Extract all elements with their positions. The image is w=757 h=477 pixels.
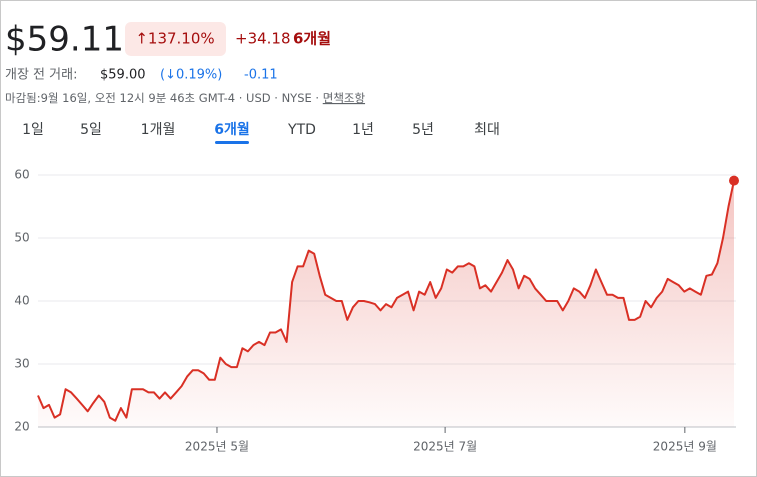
tab[interactable]: 1년 — [352, 122, 374, 138]
y-tick-label: 20 — [14, 420, 29, 434]
premarket-abs: -0.11 — [244, 68, 278, 83]
change-abs: +34.18 — [235, 30, 291, 48]
y-tick-label: 30 — [14, 357, 29, 371]
tabs: 1일 5일 1개월 6개월 YTD 1년 5년 최대 — [22, 121, 500, 144]
tab[interactable]: 6개월 — [214, 121, 250, 138]
x-tick-label: 2025년 9월 — [653, 440, 717, 454]
premarket-label: 개장 전 거래: — [5, 68, 77, 83]
tab[interactable]: 5일 — [80, 122, 102, 138]
tab[interactable]: 1개월 — [141, 122, 176, 138]
change-badge-bg — [125, 22, 226, 56]
tab-underline — [215, 141, 249, 144]
price-line — [37, 180, 735, 422]
disclaimer-link[interactable]: 면책조항 — [323, 91, 366, 105]
x-tick-label: 2025년 5월 — [185, 440, 249, 454]
tab[interactable]: YTD — [287, 122, 316, 138]
y-tick-label: 60 — [14, 168, 29, 182]
area — [38, 180, 734, 427]
change-period: 6개월 — [293, 30, 331, 48]
tab[interactable]: 1일 — [22, 122, 44, 138]
price: $59.11 — [5, 20, 124, 60]
change-badge: ↑137.10% — [135, 30, 214, 48]
premarket-price: $59.00 — [100, 68, 146, 83]
meta: 마감됨:9월 16일, 오전 12시 9분 46초 GMT-4 · USD · … — [5, 91, 365, 105]
last-point — [729, 175, 739, 186]
tab[interactable]: 최대 — [474, 122, 500, 138]
x-tick-label: 2025년 7월 — [413, 440, 477, 454]
meta-text: 마감됨:9월 16일, 오전 12시 9분 46초 GMT-4 · USD · … — [5, 91, 323, 105]
chart: 20 30 40 50 60 2025년 5월 2025년 7월 2025년 9월 — [14, 168, 739, 454]
y-tick-label: 50 — [14, 231, 29, 245]
tab[interactable]: 5년 — [412, 122, 434, 138]
y-tick-label: 40 — [14, 294, 29, 308]
premarket-percent: (↓0.19%) — [160, 68, 222, 83]
